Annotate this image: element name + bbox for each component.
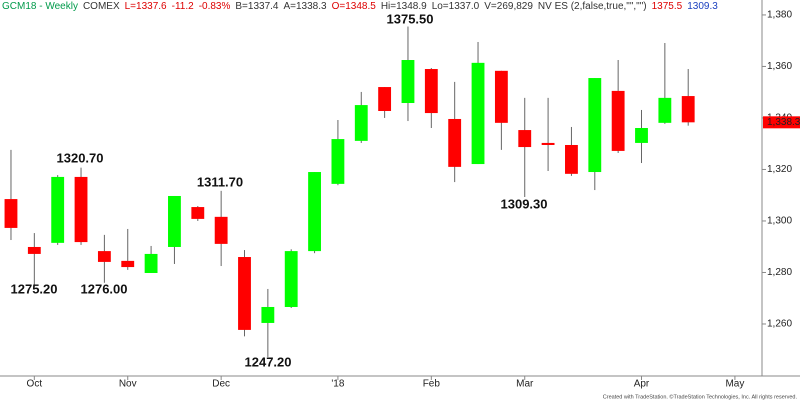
price-annotation: 1247.20: [245, 354, 292, 369]
candle-body: [74, 176, 88, 243]
header-item: O=1348.5: [332, 1, 377, 12]
y-tick-label: 1,360: [767, 61, 792, 72]
candle-body: [121, 260, 135, 268]
x-tick-label: Nov: [119, 379, 137, 390]
candle-body: [518, 130, 532, 148]
candle-body: [261, 306, 275, 323]
last-price-box: [763, 116, 800, 129]
candle-body: [378, 87, 392, 111]
last-price-label: 1,338.3: [767, 117, 800, 128]
y-tick-label: 1,320: [767, 164, 792, 175]
price-annotation: 1309.30: [501, 196, 548, 211]
x-tick-label: Apr: [634, 379, 650, 390]
y-tick-label: 1,260: [767, 319, 792, 330]
header-item: COMEX: [83, 1, 120, 12]
header-item: 1309.3: [687, 1, 718, 12]
candle-body: [401, 60, 415, 104]
header-item: B=1337.4: [235, 1, 279, 12]
candle-body: [471, 62, 485, 165]
candle-body: [448, 118, 462, 167]
candle-body: [97, 251, 111, 262]
x-tick-label: May: [725, 379, 744, 390]
y-tick-label: 1,280: [767, 267, 792, 278]
y-tick-label: 1,380: [767, 10, 792, 21]
candle-body: [658, 97, 672, 123]
candle-body: [494, 70, 508, 123]
header-item: 1375.5: [652, 1, 683, 12]
header-item: GCM18 - Weekly: [2, 1, 78, 12]
footer: Created with TradeStation. ©TradeStation…: [603, 393, 798, 400]
header-item: -11.2: [172, 1, 194, 12]
candle-body: [168, 195, 181, 247]
candle-body: [27, 246, 41, 254]
x-tick-label: Mar: [516, 379, 534, 390]
candle-body: [635, 127, 648, 143]
price-annotation: 1375.50: [387, 11, 434, 26]
candle-body: [541, 142, 555, 145]
x-tick-label: '18: [331, 379, 344, 390]
header-item: Lo=1337.0: [432, 1, 480, 12]
header-item: Hi=1348.9: [381, 1, 427, 12]
header: GCM18 - Weekly COMEX L=1337.6 -11.2 -0.83% B=…: [2, 1, 718, 12]
candle-body: [308, 172, 321, 252]
candle-body: [331, 139, 345, 184]
candle-body: [424, 69, 438, 114]
candle-body: [588, 78, 602, 173]
candle-body: [191, 207, 205, 219]
price-annotation: 1275.20: [11, 281, 58, 296]
header-item: A=1338.3: [283, 1, 327, 12]
candle-body: [681, 96, 695, 123]
candle-body: [354, 105, 368, 141]
price-annotation: 1320.70: [57, 150, 104, 165]
x-tick-label: Feb: [423, 379, 441, 390]
candle-body: [51, 176, 65, 243]
candle-body: [284, 251, 298, 307]
candle-body: [238, 257, 251, 330]
price-annotation: 1276.00: [81, 281, 128, 296]
candle-body: [565, 144, 578, 174]
candle-body: [214, 216, 228, 244]
header-item: V=269,829: [484, 1, 533, 12]
x-tick-label: Dec: [212, 379, 230, 390]
header-item: NV ES (2,false,true,"",""): [538, 1, 647, 12]
header-item: -0.83%: [199, 1, 231, 12]
candle-body: [4, 199, 18, 228]
price-annotation: 1311.70: [197, 174, 243, 189]
x-tick-label: Oct: [27, 379, 43, 390]
y-tick-label: 1,300: [767, 216, 792, 227]
header-item: L=1337.6: [125, 1, 167, 12]
candle-body: [144, 253, 158, 273]
candle-body: [611, 90, 625, 151]
